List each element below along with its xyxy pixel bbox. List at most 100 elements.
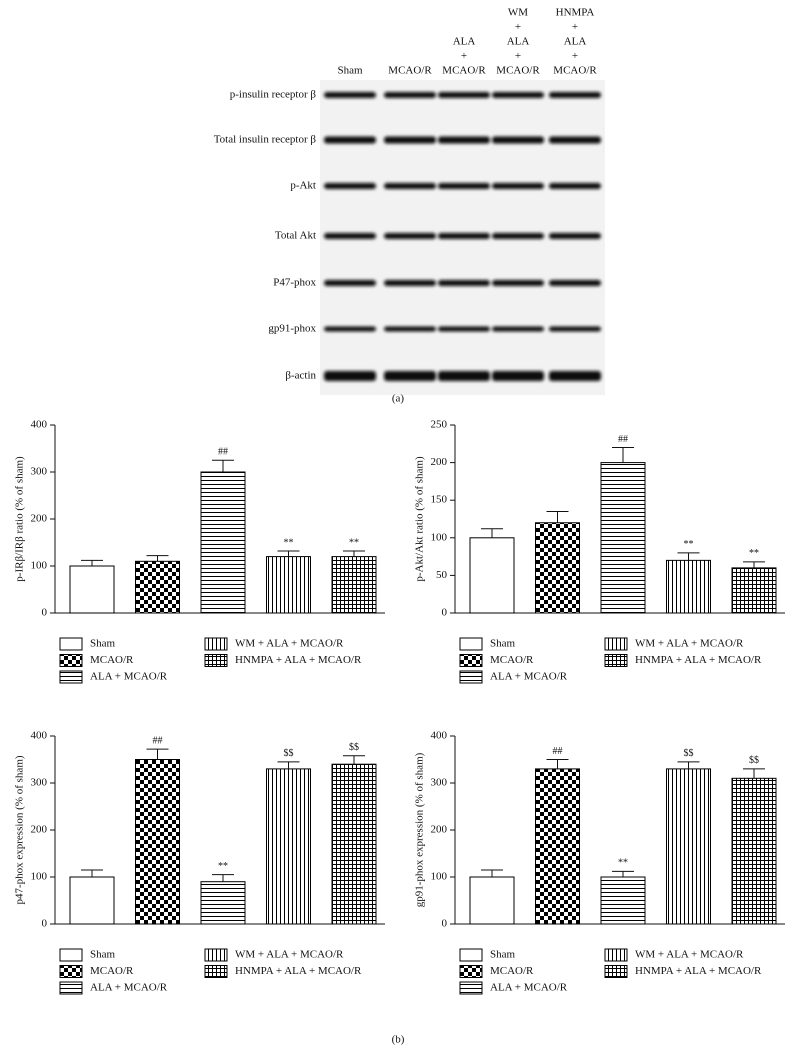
blot-band (549, 280, 601, 286)
legend-label: MCAO/R (90, 965, 134, 977)
y-tick-label: 0 (442, 607, 448, 619)
legend-label: Sham (90, 638, 116, 650)
bar (200, 881, 246, 925)
blot-band (384, 326, 436, 332)
significance-label: $$ (349, 742, 359, 753)
bar (535, 768, 580, 925)
legend-swatch (59, 670, 83, 684)
legend-label: WM + ALA + MCAO/R (235, 949, 344, 961)
blot-band (324, 326, 376, 332)
bar (69, 876, 115, 925)
lane-label: ALA (507, 36, 530, 48)
lane-label: WM (508, 7, 528, 19)
legend-label: Sham (490, 638, 516, 650)
bar (535, 522, 580, 614)
row-label: Total Akt (275, 230, 316, 242)
y-tick-label: 150 (431, 494, 448, 506)
legend-label: MCAO/R (90, 654, 134, 666)
bar (731, 567, 777, 614)
legend-swatch (459, 965, 483, 978)
legend-swatch (604, 965, 628, 978)
bar (331, 556, 377, 614)
significance-label: ** (284, 537, 294, 548)
bar (600, 876, 646, 925)
legend-swatch (459, 670, 483, 684)
blot-band (384, 371, 436, 381)
legend-label: MCAO/R (490, 965, 534, 977)
y-tick-label: 300 (31, 777, 48, 789)
blot-band (438, 233, 490, 239)
y-tick-label: 300 (431, 777, 448, 789)
panel-label: (a) (392, 393, 405, 405)
significance-label: $$ (684, 748, 694, 759)
blot-band (549, 371, 601, 381)
significance-label: $$ (284, 748, 294, 759)
blot-band (438, 136, 490, 144)
lane-label: + (461, 50, 467, 62)
y-axis-label: p-Akt/Akt ratio (% of sham) (414, 456, 426, 582)
lane-label: + (572, 21, 578, 33)
y-tick-label: 400 (431, 730, 448, 742)
blot-band (384, 280, 436, 286)
lane-label: ALA (453, 36, 476, 48)
blot-band (324, 183, 376, 189)
blot-band (492, 371, 544, 381)
lane-label: + (515, 50, 521, 62)
blot-band (384, 233, 436, 239)
panel-label: (b) (392, 1034, 405, 1046)
significance-label: ** (349, 537, 359, 548)
legend-swatch (204, 948, 228, 962)
significance-label: ## (618, 434, 628, 445)
blot-band (324, 92, 376, 98)
row-label: p-Akt (290, 180, 316, 192)
blot-band (438, 326, 490, 332)
bar (469, 876, 515, 925)
row-label: P47-phox (273, 277, 316, 289)
row-label: gp91-phox (268, 323, 316, 335)
legend-swatch (59, 948, 83, 962)
legend-label: Sham (490, 949, 516, 961)
blot-band (324, 233, 376, 239)
bar (469, 537, 515, 614)
legend-swatch (59, 965, 83, 978)
significance-label: ** (749, 548, 759, 559)
blot-band (324, 280, 376, 286)
bar (266, 768, 311, 925)
legend-swatch (604, 654, 628, 667)
y-tick-label: 100 (431, 871, 448, 883)
legend-swatch (604, 948, 628, 962)
bar (666, 768, 711, 925)
lane-label: + (572, 50, 578, 62)
y-tick-label: 200 (31, 824, 48, 836)
blot-band (549, 136, 601, 144)
legend-label: ALA + MCAO/R (90, 982, 168, 994)
y-tick-label: 0 (42, 918, 48, 930)
y-axis-label: gp91-phox expression (% of sham) (414, 752, 426, 907)
blot-band (324, 371, 376, 381)
legend-label: ALA + MCAO/R (490, 982, 568, 994)
bar (731, 777, 777, 925)
blot-band (492, 280, 544, 286)
significance-label: ** (618, 858, 628, 869)
row-label: β-actin (285, 370, 316, 382)
blot-band (438, 371, 490, 381)
legend-swatch (459, 637, 483, 651)
legend-label: HNMPA + ALA + MCAO/R (635, 654, 762, 666)
bar (331, 763, 377, 925)
blot-band (549, 92, 601, 98)
bar (666, 559, 711, 614)
y-tick-label: 0 (42, 607, 48, 619)
lane-label: HNMPA (556, 7, 595, 19)
legend-swatch (204, 637, 228, 651)
lane-label: MCAO/R (553, 65, 597, 77)
row-label: Total insulin receptor β (214, 134, 317, 146)
blot-band (384, 183, 436, 189)
blot-band (492, 233, 544, 239)
lane-label: + (515, 21, 521, 33)
legend-label: WM + ALA + MCAO/R (635, 638, 744, 650)
legend-swatch (59, 654, 83, 667)
legend-label: ALA + MCAO/R (90, 671, 168, 683)
blot-band (384, 92, 436, 98)
significance-label: ## (218, 447, 228, 458)
bar (200, 471, 246, 614)
